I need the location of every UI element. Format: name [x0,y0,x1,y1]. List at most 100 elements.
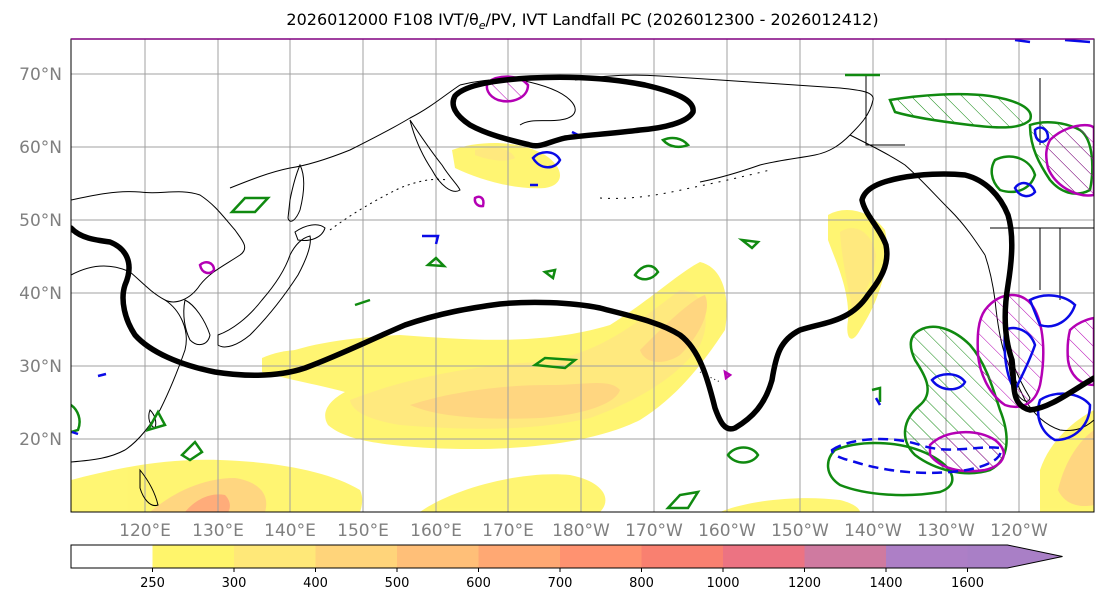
okhotsk-coast [229,84,461,189]
green-bc [990,155,1037,194]
colorbar-label: 800 [629,576,654,591]
ivt-landfall-contour [71,74,1094,432]
magenta-contours [198,75,1094,473]
korea [183,299,211,346]
black-main-contour [71,171,1094,432]
blue-small-1 [1013,181,1037,198]
blue-east-1 [1003,326,1037,393]
green-blob-5 [665,490,701,510]
hawaii [699,371,721,383]
chart-title: 2026012000 F108 IVT/θe/PV, IVT Landfall … [0,10,1105,32]
green-northeast [888,92,1032,129]
colorbar-segment [560,545,642,568]
ivt-shading [71,143,1094,512]
lon-label-140w: 140°W [844,521,902,541]
ivt-band-core [410,382,620,419]
green-blob-6 [145,409,167,433]
lon-label-150w: 150°W [771,521,829,541]
hokkaido [294,224,326,241]
lon-label-160w: 160°W [698,521,756,541]
green-blob-2 [633,264,660,281]
lon-label-170w: 170°W [625,521,683,541]
green-blob-4 [726,446,760,464]
title-rest: /PV, IVT Landfall PC (2026012300 - 20260… [485,10,879,29]
lon-label-170e: 170°E [482,521,534,541]
ivt-bering-inner [475,147,515,161]
green-blob-14 [354,298,371,307]
green-blob-7 [71,403,81,434]
kamchatka [409,119,461,192]
ivt-southeast-inner [1058,430,1094,507]
title-main: 2026012000 F108 IVT/θ [286,10,479,29]
green-blob-10 [424,256,448,268]
magenta-southeast [928,430,1005,473]
ivt-west-band [262,350,320,367]
lat-label-60: 60°N [19,138,62,158]
colorbar-label: 1200 [788,576,821,591]
longitude-labels: 120°E 130°E 140°E 150°E 160°E 170°E 180°… [119,521,1048,541]
philippines [139,468,159,507]
colorbar-label: 1000 [706,576,739,591]
lat-label-20: 20°N [19,430,62,450]
lat-label-30: 30°N [19,357,62,377]
lon-label-180w: 180°W [552,521,610,541]
colorbar-label: 500 [385,576,410,591]
colorbar-label: 1600 [951,576,984,591]
colorbar-label: 700 [548,576,573,591]
colorbar-segment [234,545,316,568]
lon-label-120w: 120°W [990,521,1048,541]
colorbar-label: 250 [140,576,165,591]
green-east-south [826,441,954,497]
colorbar-label: 1400 [869,576,902,591]
colorbar-segment [152,545,235,568]
colorbar-segment [478,545,561,568]
green-blob-9 [737,238,761,250]
title-subscript: e [478,19,486,33]
alaska-southeast [849,134,986,256]
lat-label-50: 50°N [19,211,62,231]
alaska-canada-border [865,76,905,146]
lon-label-160e: 160°E [410,521,462,541]
colorbar-segment [886,545,968,568]
asia-coast [71,191,246,303]
green-blob-8 [180,440,204,462]
ivt-southwest-core [185,494,230,512]
colorbar-outline [70,544,1063,569]
blue-small-3 [422,234,440,245]
magenta-small-2 [473,195,485,208]
green-blob-3 [531,356,579,370]
magenta-small-1 [198,261,216,275]
ivt-south-center [720,498,860,512]
colorbar-segment [315,545,398,568]
lon-label-130w: 130°W [917,521,975,541]
blue-east-4 [930,373,967,391]
colorbar-segment [71,545,153,568]
colorbar-segment [397,545,479,568]
blue-small-2 [1033,126,1050,143]
blue-small-5 [97,372,107,378]
latitude-labels: 70°N 60°N 50°N 40°N 30°N 20°N [19,65,62,450]
lon-label-140e: 140°E [264,521,316,541]
china-coast [71,299,187,463]
ivt-south-mid [420,474,606,512]
colorbar-label: 600 [466,576,491,591]
magenta-far-east [1066,316,1094,387]
lat-label-40: 40°N [19,284,62,304]
colorbar-segment [723,545,805,568]
blue-small-6 [71,430,79,436]
green-blob-1 [229,196,271,214]
colorbar-label: 400 [303,576,328,591]
alaska-coast [574,74,874,183]
lon-label-150e: 150°E [337,521,389,541]
magenta-northeast [1045,123,1094,197]
colorbar-segment [804,545,887,568]
blue-east-3 [1028,294,1077,328]
lon-label-120e: 120°E [119,521,171,541]
lon-label-130e: 130°E [192,521,244,541]
green-blob-12 [660,136,691,149]
colorbar-segment [641,545,724,568]
colorbar-label: 300 [222,576,247,591]
ivt-east-band-inner [840,228,876,308]
blue-south-dashed [830,437,1002,475]
